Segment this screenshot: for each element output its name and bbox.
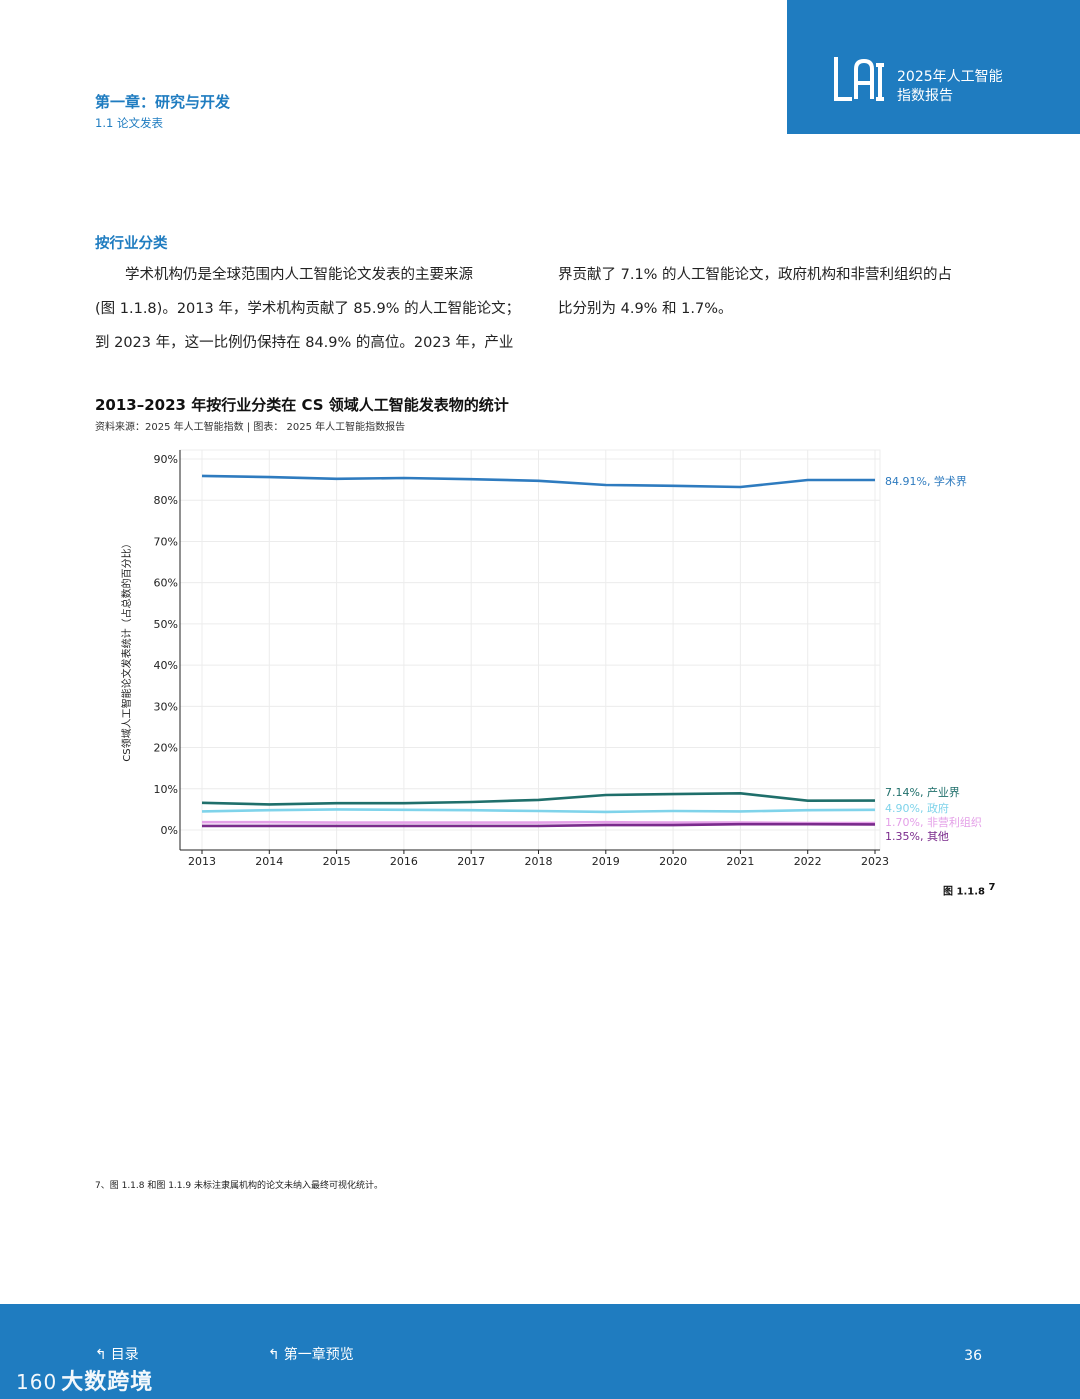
page-number: 36	[964, 1348, 982, 1364]
y-tick-label: 0%	[161, 824, 178, 837]
x-tick-label: 2021	[726, 855, 754, 868]
series-label-4: 1.35%, 其他	[885, 830, 949, 843]
toc-link[interactable]: ↰ 目录	[95, 1344, 139, 1364]
series-line-4	[202, 822, 876, 828]
y-tick-label: 40%	[154, 659, 178, 672]
paragraph-right: 界贡献了 7.1% 的人工智能论文，政府机构和非营利组织的占 比分别为 4.9%…	[558, 258, 998, 326]
y-tick-label: 70%	[154, 535, 178, 548]
chapter-title: 第一章：研究与开发	[95, 93, 231, 111]
series-line-1	[201, 792, 876, 806]
chapter-preview-link[interactable]: ↰ 第一章预览	[268, 1344, 354, 1364]
watermark-mark: 160	[16, 1370, 58, 1394]
para-left-line2: (图 1.1.8)。2013 年，学术机构贡献了 85.9% 的人工智能论文；	[95, 301, 521, 317]
series-line-3	[202, 820, 875, 825]
footer-bar: ↰ 目录 ↰ 第一章预览 36 160 大数跨境	[0, 1304, 1080, 1399]
badge-title: 2025年人工智能 指数报告	[897, 68, 1003, 106]
watermark: 160 大数跨境	[16, 1364, 153, 1396]
x-tick-label: 2017	[457, 855, 485, 868]
plot-area	[179, 449, 881, 851]
series-label-1: 7.14%, 产业界	[885, 785, 960, 799]
ai-index-logo-icon	[834, 57, 884, 101]
y-tick-label: 90%	[154, 453, 178, 466]
series-label-2: 4.90%, 政府	[885, 801, 949, 815]
toc-label: 目录	[110, 1347, 139, 1363]
paragraph-left: 学术机构仍是全球范围内人工智能论文发表的主要来源 (图 1.1.8)。2013 …	[95, 258, 525, 360]
report-badge: 2025年人工智能 指数报告	[787, 0, 1080, 134]
return-arrow-icon: ↰	[268, 1347, 280, 1363]
content-heading: 按行业分类	[95, 236, 168, 252]
series-line-0	[201, 474, 875, 489]
badge-title-line1: 2025年人工智能	[897, 69, 1003, 85]
y-tick-label: 80%	[154, 494, 178, 507]
x-tick-label: 2016	[390, 855, 418, 868]
y-tick-label: 50%	[154, 618, 178, 631]
para-left-line3: 到 2023 年，这一比例仍保持在 84.9% 的高位。2023 年，产业	[95, 335, 514, 351]
badge-title-line2: 指数报告	[897, 88, 953, 104]
series-label-0: 84.91%, 学术界	[885, 474, 967, 488]
chart-title: 2013–2023 年按行业分类在 CS 领域人工智能发表物的统计	[95, 396, 509, 414]
watermark-text: 大数跨境	[61, 1370, 154, 1395]
x-tick-label: 2014	[255, 855, 283, 868]
figure-label: 图 1.1.8 7	[943, 882, 995, 897]
footnote: 7、图 1.1.8 和图 1.1.9 未标注隶属机构的论文未纳入最终可视化统计。	[95, 1181, 383, 1191]
x-tick-label: 2013	[188, 855, 216, 868]
chapter-preview-label: 第一章预览	[283, 1347, 354, 1363]
line-chart: 0% 10% 20% 30% 40% 50% 60% 70% 80% 90% 2013 2014 201…	[120, 449, 982, 868]
x-tick-label: 2022	[794, 855, 822, 868]
x-tick-label: 2020	[659, 855, 687, 868]
y-tick-label: 10%	[154, 783, 178, 796]
x-tick-label: 2015	[323, 855, 351, 868]
series-line-2	[201, 808, 876, 814]
y-tick-label: 30%	[154, 700, 178, 713]
x-tick-label: 2023	[861, 855, 889, 868]
y-tick-label: 60%	[154, 577, 178, 590]
return-arrow-icon: ↰	[95, 1347, 107, 1363]
y-axis-label: CS领域人工智能论文发表统计（占总数的百分比）	[120, 538, 133, 761]
section-title: 1.1 论文发表	[95, 116, 163, 130]
para-right-line2: 比分别为 4.9% 和 1.7%。	[558, 301, 733, 317]
x-tick-label: 2018	[525, 855, 553, 868]
para-left-line1: 学术机构仍是全球范围内人工智能论文发表的主要来源	[125, 267, 473, 283]
para-right-line1: 界贡献了 7.1% 的人工智能论文，政府机构和非营利组织的占	[558, 267, 953, 283]
series-label-3: 1.70%, 非营利组织	[885, 815, 982, 829]
figure-note-ref: 7	[988, 882, 996, 893]
chart-source: 资料来源：2025 年人工智能指数 | 图表： 2025 年人工智能指数报告	[95, 422, 406, 433]
y-tick-label: 20%	[154, 742, 178, 755]
figure-label-text: 图 1.1.8	[943, 886, 985, 898]
x-tick-label: 2019	[592, 855, 620, 868]
